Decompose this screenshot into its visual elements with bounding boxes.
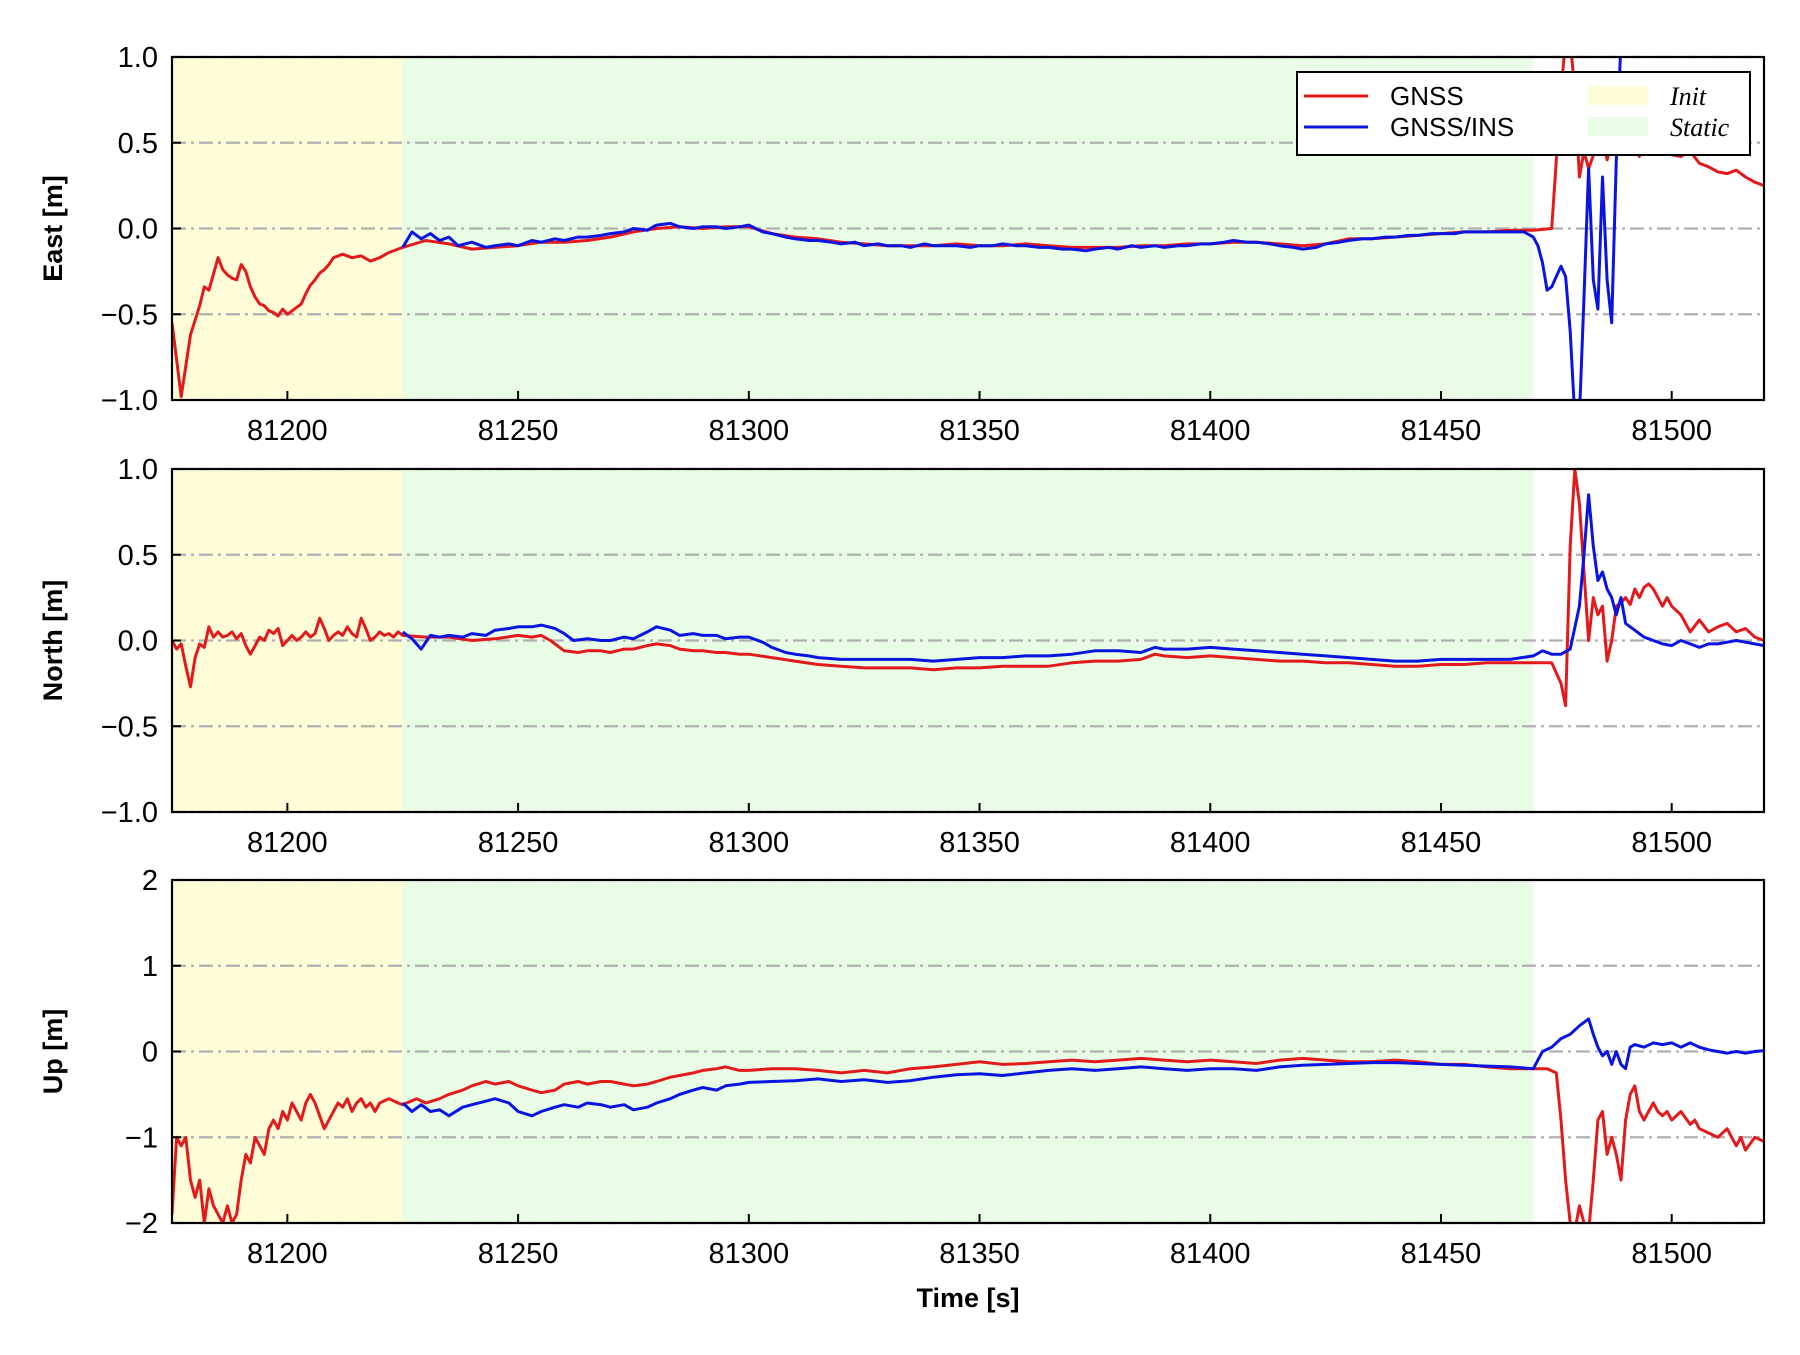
x-tick-label: 81500: [1631, 827, 1712, 859]
y-axis-label: East [m]: [38, 175, 68, 282]
x-tick-label: 81300: [708, 415, 789, 447]
series-gnss-ins: [401, 493, 1764, 663]
y-tick-label: −1: [125, 1122, 158, 1154]
series-gnss-ins: [401, 1017, 1764, 1118]
y-tick-label: 1.0: [118, 42, 158, 74]
y-tick-label: −1.0: [101, 797, 158, 829]
x-tick-label: 81350: [939, 827, 1020, 859]
y-tick-label: 1: [142, 951, 158, 983]
legend-box: [1296, 71, 1751, 156]
x-tick-label: 81350: [939, 1238, 1020, 1270]
y-tick-label: 0: [142, 1037, 158, 1069]
x-tick-label: 81300: [708, 1238, 789, 1270]
x-tick-label: 81400: [1170, 1238, 1251, 1270]
y-axis-label: Up [m]: [38, 1009, 68, 1094]
y-tick-label: 0.0: [118, 626, 158, 658]
y-tick-label: 2: [142, 865, 158, 897]
legend-label-static: Static: [1670, 113, 1730, 142]
y-tick-label: 0.5: [118, 540, 158, 572]
x-tick-label: 81200: [247, 1238, 328, 1270]
x-tick-label: 81450: [1401, 827, 1482, 859]
legend-label-gnss: GNSS: [1390, 81, 1464, 111]
legend-label-init: Init: [1669, 82, 1707, 111]
x-tick-label: 81200: [247, 827, 328, 859]
series-gnss: [172, 1056, 1764, 1223]
y-tick-label: −0.5: [101, 299, 158, 331]
x-tick-label: 81250: [478, 415, 559, 447]
series-gnss-ins: [401, 57, 1622, 400]
legend-swatch-static: [1588, 117, 1648, 136]
x-tick-label: 81500: [1631, 415, 1712, 447]
y-axis-label: North [m]: [38, 580, 68, 701]
x-tick-label: 81400: [1170, 827, 1251, 859]
x-tick-label: 81500: [1631, 1238, 1712, 1270]
y-tick-label: 1.0: [118, 454, 158, 486]
y-tick-label: 0.0: [118, 214, 158, 246]
legend-swatch-init: [1588, 86, 1648, 105]
legend-label-gnss-ins: GNSS/INS: [1390, 112, 1514, 142]
x-tick-label: 81250: [478, 827, 559, 859]
panel-2: 81200 81250 81300 81350 81400 81450 81500 −1.0 −…: [38, 454, 1766, 859]
y-tick-label: −1.0: [101, 385, 158, 417]
y-tick-label: −2: [125, 1208, 158, 1240]
x-tick-label: 81400: [1170, 415, 1251, 447]
series-gnss: [172, 469, 1764, 708]
x-tick-label: 81450: [1401, 1238, 1482, 1270]
panel-3: 81200 81250 81300 81350 81400 81450 81500 −2 −1 0…: [38, 865, 1766, 1313]
x-tick-label: 81200: [247, 415, 328, 447]
x-tick-label: 81450: [1401, 415, 1482, 447]
x-tick-label: 81350: [939, 415, 1020, 447]
y-tick-label: −0.5: [101, 711, 158, 743]
x-axis-label: Time [s]: [916, 1283, 1019, 1313]
x-tick-label: 81300: [708, 827, 789, 859]
x-tick-label: 81250: [478, 1238, 559, 1270]
y-tick-label: 0.5: [118, 128, 158, 160]
